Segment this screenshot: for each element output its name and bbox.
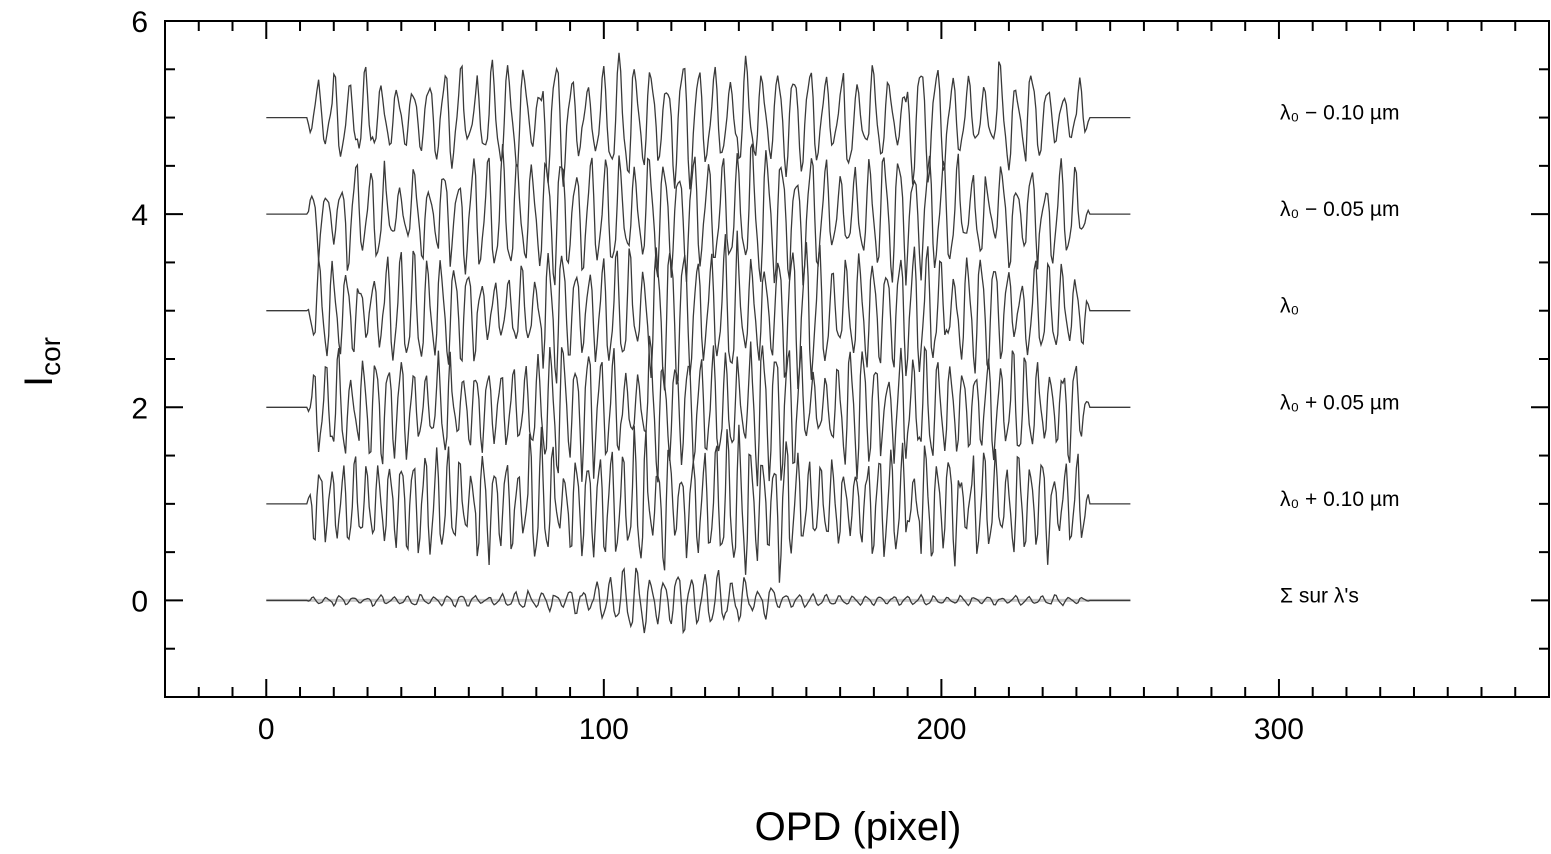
y-tick-label: 6 (131, 6, 148, 39)
series-label: λ₀ (1280, 295, 1299, 318)
series-label: λ₀ + 0.10 µm (1280, 488, 1399, 511)
tick-labels: 0 100 200 300 0 2 4 6 λ₀ − 0.10 µm λ₀ − 0.05 µm λ₀… (131, 6, 1399, 746)
series-line (266, 52, 1131, 190)
x-tick-label: 200 (916, 713, 966, 746)
series-label: Σ sur λ's (1280, 584, 1359, 607)
series-line (266, 424, 1131, 583)
series-line (266, 335, 1131, 487)
x-tick-label: 0 (258, 713, 275, 746)
x-axis-title: OPD (pixel) (755, 805, 962, 849)
y-tick-label: 2 (131, 392, 148, 425)
y-axis-title: Icor (17, 337, 66, 387)
y-tick-label: 0 (131, 585, 148, 618)
series-label: λ₀ − 0.05 µm (1280, 198, 1399, 221)
y-tick-label: 4 (131, 199, 148, 232)
plot-area (266, 52, 1131, 635)
series-line (266, 143, 1131, 286)
series-line (266, 230, 1131, 391)
x-tick-label: 300 (1254, 713, 1304, 746)
y-axis-title-sub: cor (35, 337, 66, 376)
axes (164, 20, 1550, 698)
series-line (266, 566, 1131, 635)
y-axis-title-main: I (17, 376, 61, 387)
series-label: λ₀ − 0.10 µm (1280, 102, 1399, 125)
x-tick-label: 100 (579, 713, 629, 746)
series-label: λ₀ + 0.05 µm (1280, 391, 1399, 414)
